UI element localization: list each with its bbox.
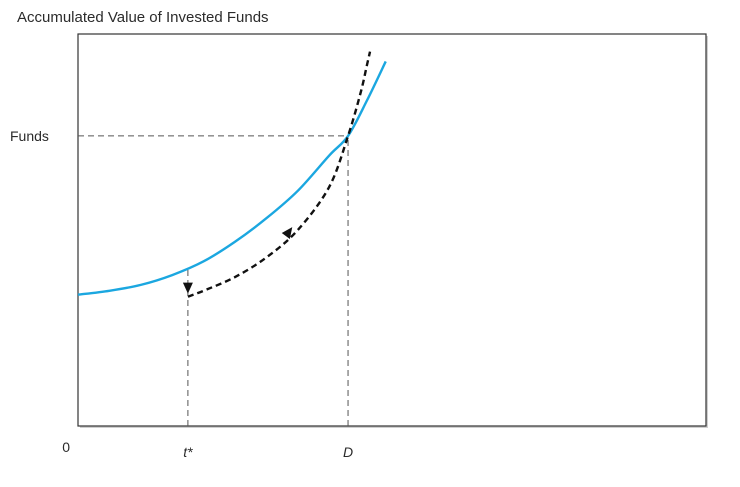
reference-lines bbox=[78, 135, 349, 426]
origin-label: 0 bbox=[62, 439, 70, 455]
x-tick-label-1: t* bbox=[183, 444, 193, 460]
tick-labels: 0 t* D Funds bbox=[10, 128, 353, 460]
x-tick-label-2: D bbox=[343, 444, 353, 460]
plot-frame bbox=[77, 33, 707, 427]
series-dashed-path bbox=[187, 51, 372, 298]
arrow-down-marker bbox=[182, 282, 193, 294]
y-tick-label-1: Funds bbox=[10, 128, 49, 144]
series-layer bbox=[77, 51, 387, 298]
arrow-along-marker bbox=[281, 227, 293, 239]
chart-title: Accumulated Value of Invested Funds bbox=[17, 9, 269, 26]
